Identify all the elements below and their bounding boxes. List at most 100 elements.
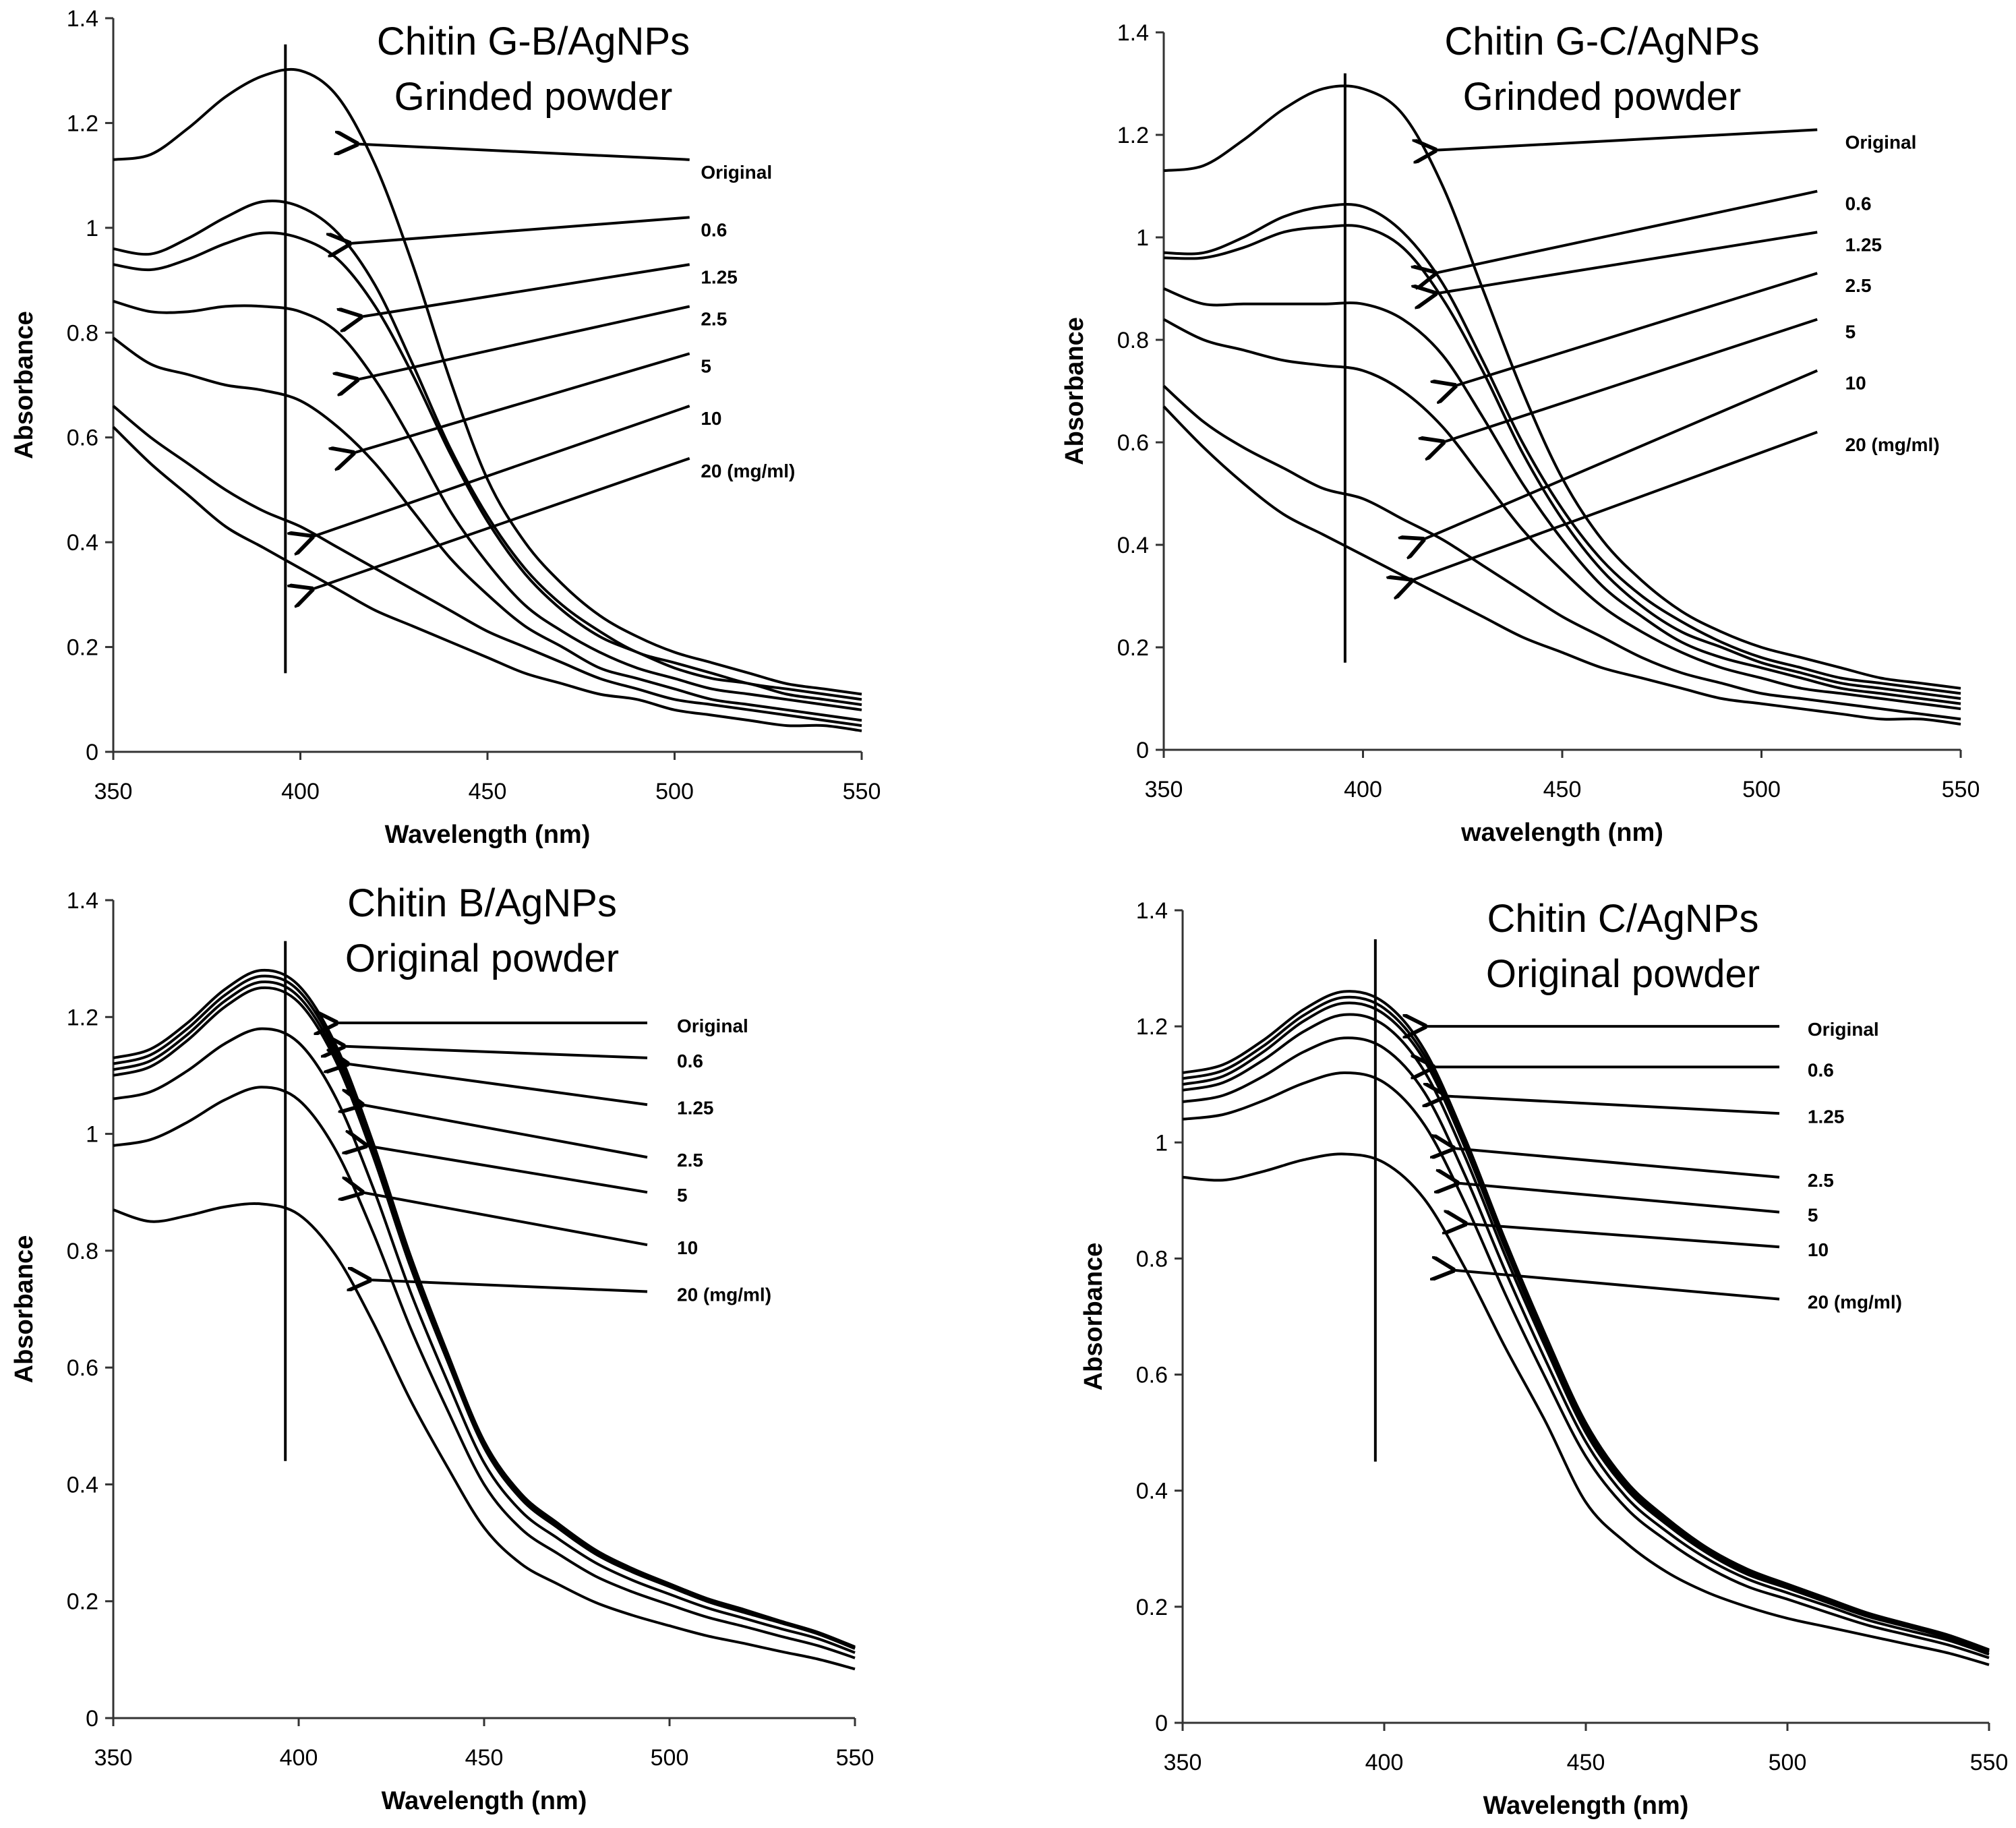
series-line-2.5 <box>1163 287 1961 705</box>
series-label: 20 (mg/ml) <box>677 1285 771 1305</box>
y-tick-label: 0.6 <box>1117 430 1149 456</box>
annotation-arrow <box>312 405 690 537</box>
series-line-Original <box>113 968 856 1649</box>
series-line-10 <box>1162 384 1961 721</box>
annotation-arrow <box>1465 1224 1780 1249</box>
annotation-arrow <box>362 1192 648 1247</box>
y-tick-label: 0.6 <box>1136 1363 1168 1388</box>
chart-panel-2: 0 0.2 0.4 0.6 0.8 1 1.2 1.4 350 400 450 500 550 wavel… <box>1061 20 1980 847</box>
y-tick-label: 0.2 <box>1136 1595 1168 1620</box>
x-tick-label: 500 <box>651 1745 689 1771</box>
y-tick-label: 0 <box>86 1706 98 1732</box>
series-label: 20 (mg/ml) <box>1845 434 1940 455</box>
annotation-arrow <box>312 456 690 589</box>
x-tick-label: 500 <box>655 779 694 804</box>
x-axis-label: wavelength (nm) <box>1460 819 1663 847</box>
chart-title-line: Original powder <box>345 937 619 980</box>
y-axis-label: Absorbance <box>1061 317 1089 465</box>
chart-panel-3: 0 0.2 0.4 0.6 0.8 1 1.2 1.4 350 400 450 500 550 Wavel… <box>10 881 874 1815</box>
chart-panel-4: 0 0.2 0.4 0.6 0.8 1 1.2 1.4 350 400 450 500 550 Wavel… <box>1079 897 2008 1820</box>
series-label: 5 <box>701 355 711 376</box>
chart-panel-1: 0 0.2 0.4 0.6 0.8 1 1.2 1.4 350 400 450 500 550 Wavel… <box>10 6 881 849</box>
y-axis-label: Absorbance <box>10 1235 38 1384</box>
x-tick-label: 350 <box>1164 1750 1202 1775</box>
annotation-arrow <box>360 263 690 317</box>
x-tick-label: 550 <box>836 1745 874 1771</box>
series-label: 5 <box>1808 1205 1818 1226</box>
chart-title-line: Chitin B/AgNPs <box>347 881 617 925</box>
annotation-arrow <box>343 1046 648 1059</box>
series-line-2.5 <box>113 986 856 1650</box>
series-line-0.6 <box>1163 202 1961 695</box>
y-tick-label: 0.4 <box>1136 1479 1168 1504</box>
series-line-20 <box>112 425 862 732</box>
y-tick-label: 1.4 <box>1117 20 1149 46</box>
series-label: 20 (mg/ml) <box>1808 1292 1902 1313</box>
series-label: 2.5 <box>701 308 727 329</box>
y-tick-label: 1.2 <box>1117 123 1149 148</box>
y-tick-label: 0 <box>1155 1711 1168 1736</box>
series-label: Original <box>677 1015 748 1036</box>
x-tick-label: 500 <box>1769 1750 1807 1775</box>
y-tick-label: 0.2 <box>67 1589 98 1615</box>
series-label: 2.5 <box>677 1150 703 1171</box>
y-tick-label: 0 <box>1136 738 1149 763</box>
annotation-arrow <box>1435 128 1818 150</box>
series-line-1.25 <box>1163 224 1961 700</box>
chart-title-line: Chitin C/AgNPs <box>1487 897 1759 941</box>
y-axis-label: Absorbance <box>1079 1243 1108 1391</box>
annotation-arrow <box>1453 1270 1780 1301</box>
series-line-5 <box>1182 1036 1990 1656</box>
series-label: 20 (mg/ml) <box>701 461 795 481</box>
chart-title-line: Chitin G-C/AgNPs <box>1444 20 1759 63</box>
annotation-arrow <box>1453 1148 1780 1179</box>
annotation-arrow <box>357 144 690 161</box>
chart-title-line: Original powder <box>1486 952 1760 996</box>
x-axis-label: Wavelength (nm) <box>382 1787 587 1815</box>
x-tick-label: 350 <box>94 779 133 804</box>
x-tick-label: 350 <box>94 1745 133 1771</box>
series-label: 0.6 <box>1808 1059 1834 1080</box>
series-line-Original <box>1182 990 1990 1651</box>
y-tick-label: 0.2 <box>1117 635 1149 661</box>
series-line-Original <box>113 67 862 696</box>
y-tick-label: 1 <box>86 1122 98 1148</box>
series-label: Original <box>1808 1019 1879 1040</box>
y-tick-label: 1 <box>86 216 98 241</box>
annotation-arrow <box>1443 318 1818 442</box>
y-axis-label: Absorbance <box>10 311 38 459</box>
x-tick-label: 550 <box>1942 777 1980 802</box>
y-tick-label: 0.8 <box>67 1239 98 1264</box>
annotation-arrow <box>1435 189 1818 274</box>
series-line-Original <box>1163 84 1961 690</box>
series-line-5 <box>113 1027 856 1654</box>
series-line-10 <box>112 405 862 728</box>
series-line-10 <box>1182 1071 1990 1659</box>
annotation-arrow <box>362 1104 648 1159</box>
series-label: Original <box>701 162 772 183</box>
y-tick-label: 0.2 <box>67 635 98 661</box>
annotation-arrow <box>1445 1096 1780 1115</box>
annotation-arrow <box>347 1064 648 1107</box>
y-tick-label: 1.2 <box>67 111 98 136</box>
annotation-arrow <box>349 216 690 243</box>
annotation-arrow <box>1423 369 1818 540</box>
series-label: 0.6 <box>677 1051 703 1071</box>
annotation-arrow <box>357 305 690 380</box>
x-tick-label: 550 <box>843 779 881 804</box>
series-line-5 <box>1163 318 1961 711</box>
series-line-1.25 <box>113 231 862 707</box>
x-axis-label: Wavelength (nm) <box>385 821 591 849</box>
series-line-0.6 <box>1182 995 1990 1652</box>
series-label: 1.25 <box>1845 234 1882 255</box>
x-tick-label: 450 <box>465 1745 504 1771</box>
annotation-arrow <box>1435 231 1818 293</box>
series-line-0.6 <box>113 200 862 701</box>
x-tick-label: 400 <box>281 779 320 804</box>
series-label: 0.6 <box>701 219 727 240</box>
y-tick-label: 0.8 <box>67 320 98 346</box>
series-line-1.25 <box>1182 1001 1990 1653</box>
y-tick-label: 0.8 <box>1117 328 1149 353</box>
annotation-arrow <box>369 1280 648 1293</box>
series-line-0.6 <box>113 974 856 1649</box>
